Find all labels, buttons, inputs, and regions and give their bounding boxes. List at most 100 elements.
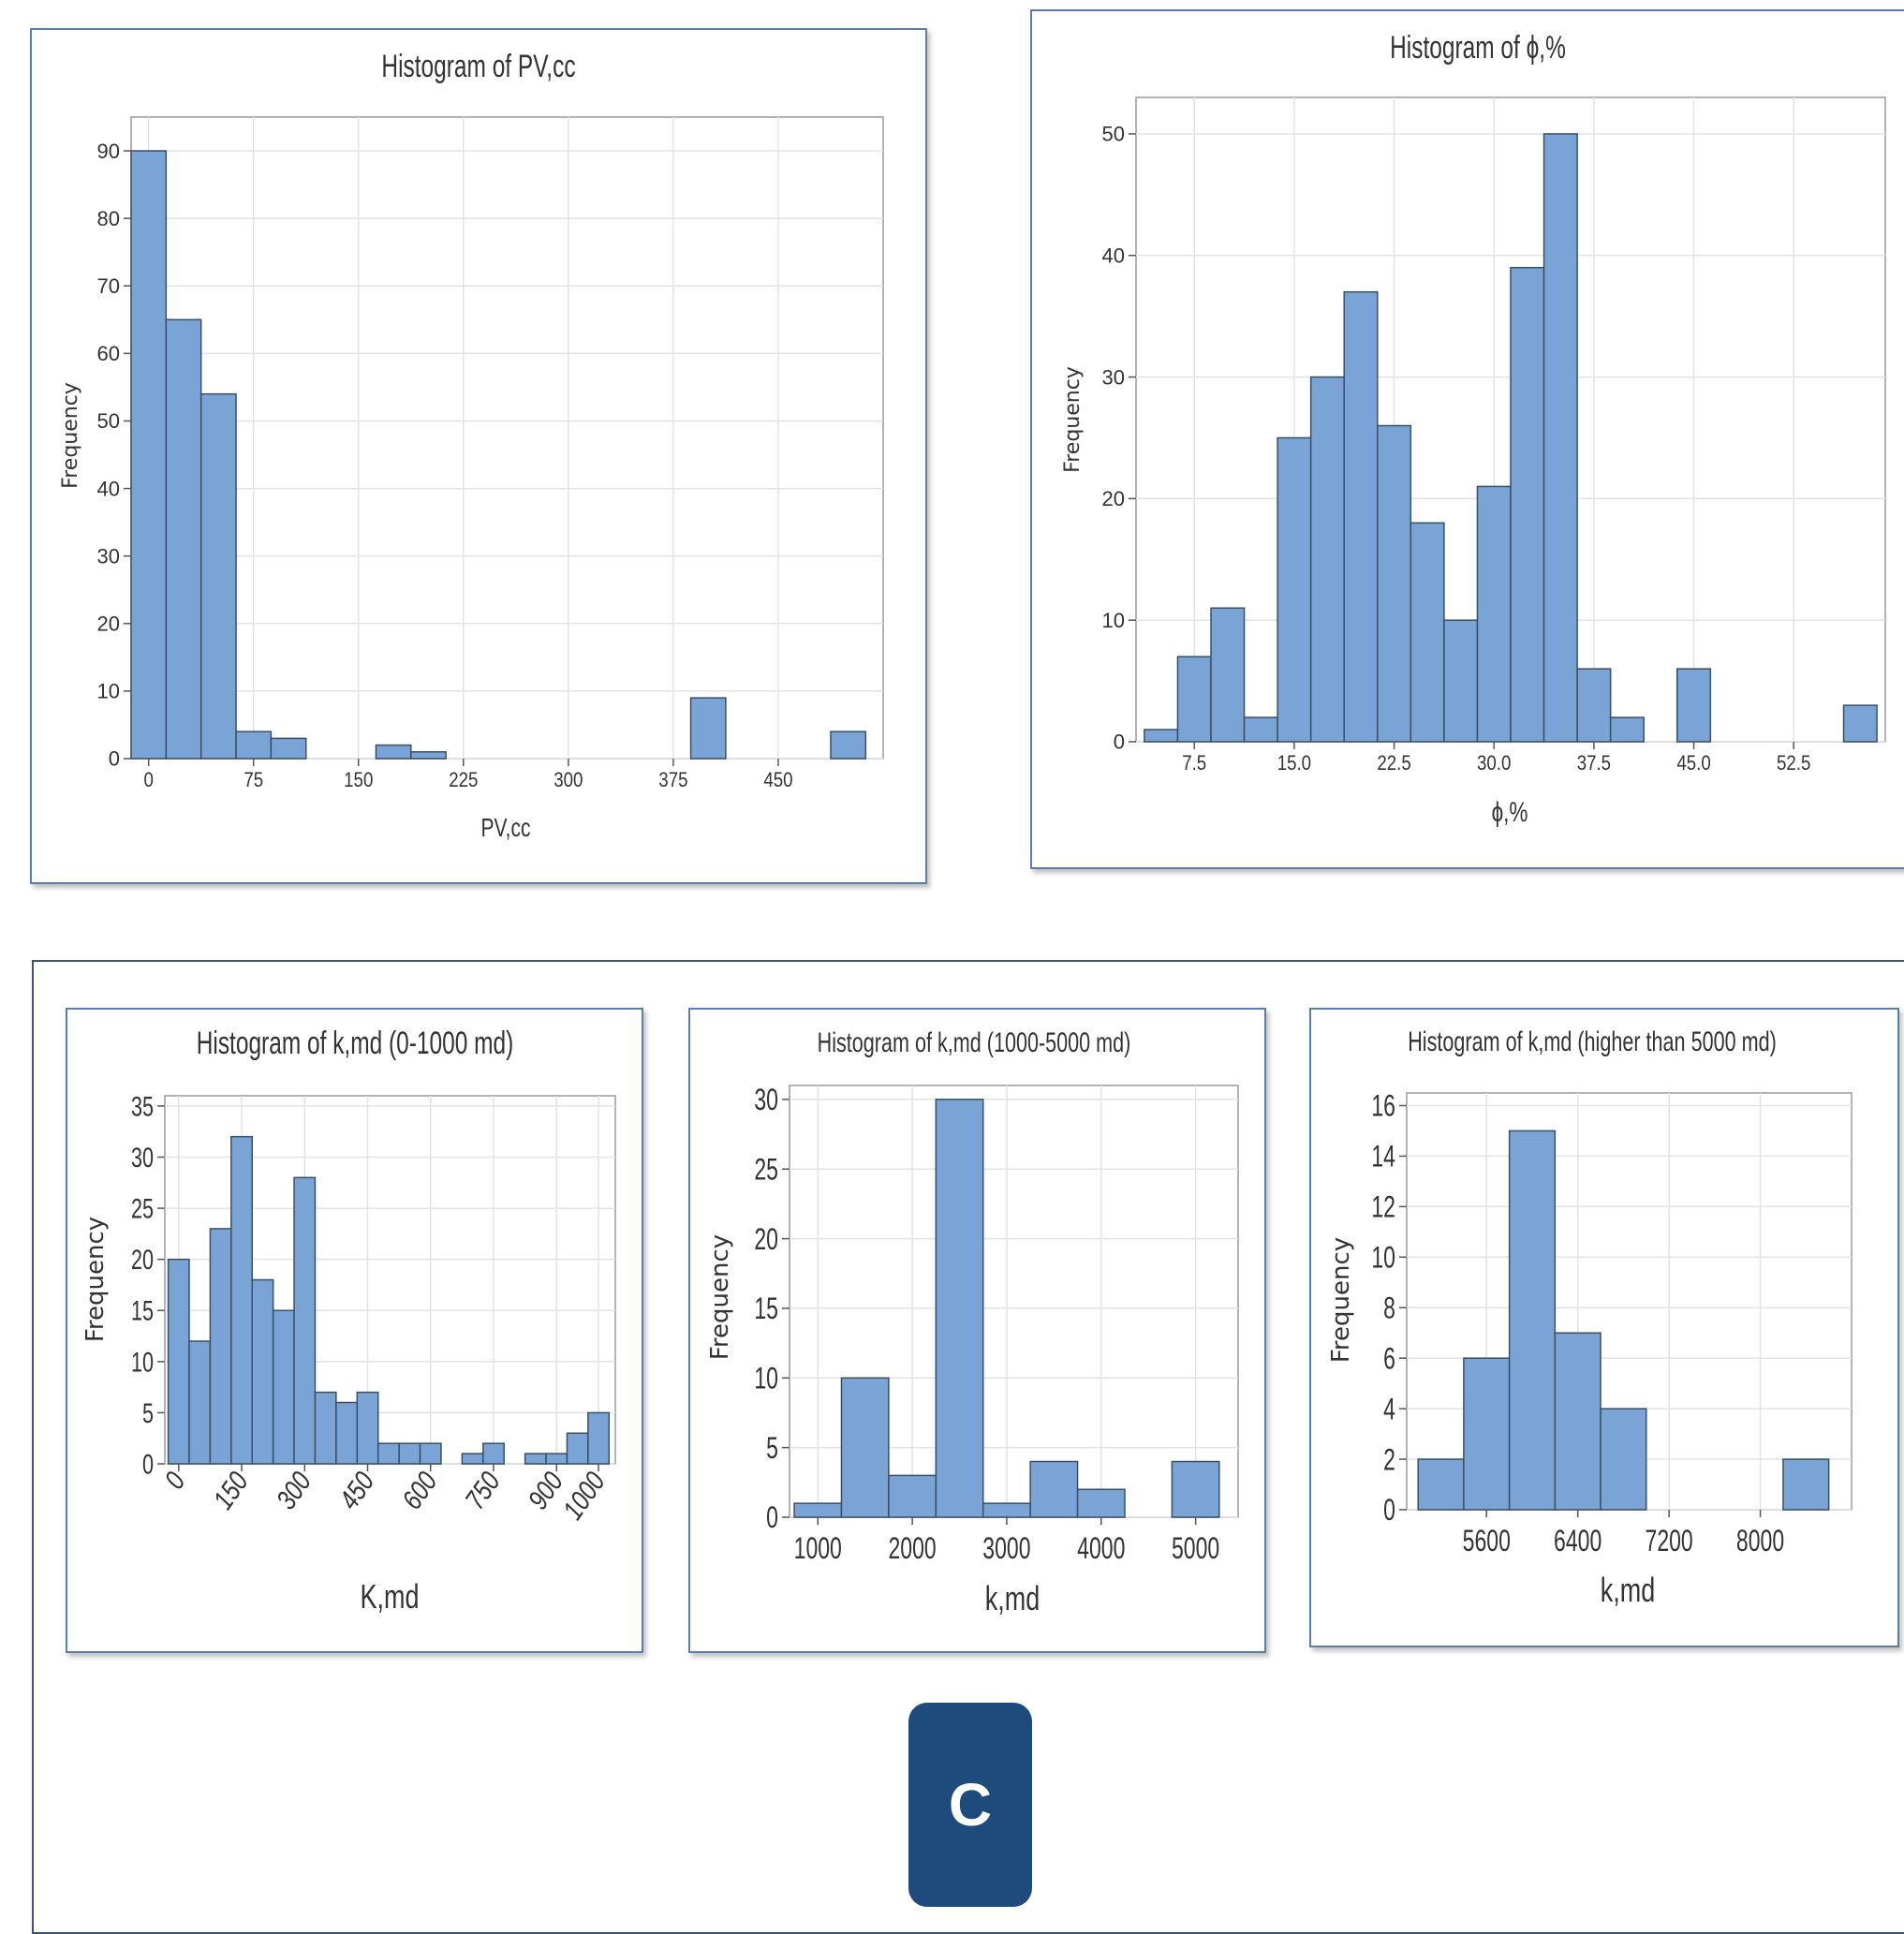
phi-bar xyxy=(1377,424,1412,743)
k1-y-axis-label: Frequency xyxy=(81,1217,110,1342)
pv-y-tick-label: 30 xyxy=(97,544,120,568)
k1-x-tick-label: 600 xyxy=(395,1466,443,1514)
pv-y-axis-label: Frequency xyxy=(59,382,82,489)
k1-x-tick-label: 1000 xyxy=(556,1466,612,1525)
phi-y-tick-label: 10 xyxy=(1102,609,1125,632)
pv-x-axis-label: PV,cc xyxy=(481,814,531,843)
k2-chart: 0 5 10 15 20 25 30 1000 2000 3000 4000 5000 Histogra… xyxy=(706,1026,1239,1617)
k3-bar xyxy=(1782,1458,1830,1511)
k1-bar xyxy=(230,1135,253,1465)
k2-bar xyxy=(1171,1460,1220,1518)
pv-plot-area xyxy=(130,116,884,760)
k2-y-tick-label: 20 xyxy=(754,1222,778,1256)
pv-bar xyxy=(375,744,412,760)
pv-bar xyxy=(165,318,202,760)
k1-bar xyxy=(314,1391,337,1465)
phi-x-tick-label: 52.5 xyxy=(1777,753,1810,775)
pv-y-tick-label: 80 xyxy=(97,207,120,230)
k1-bar xyxy=(545,1453,568,1465)
k1-x-tick-label: 450 xyxy=(332,1466,380,1514)
pv-bar xyxy=(235,731,273,760)
k3-y-tick-label: 8 xyxy=(1383,1292,1395,1325)
phi-bar xyxy=(1343,290,1379,743)
phi-y-tick-label: 40 xyxy=(1102,244,1125,267)
pv-bar xyxy=(270,737,307,760)
k1-y-tick-label: 20 xyxy=(131,1244,154,1276)
k3-chart: 0 2 4 6 8 10 12 14 16 5600 6400 7200 8000 Histogram o… xyxy=(1327,1025,1852,1609)
k2-chart-title: Histogram of k,md (1000-5000 md) xyxy=(818,1026,1131,1057)
k2-y-tick-label: 0 xyxy=(766,1501,778,1535)
k1-x-axis-label: K,md xyxy=(361,1577,420,1616)
k1-bar xyxy=(293,1176,317,1465)
k2-x-axis-label: k,md xyxy=(985,1579,1040,1617)
phi-x-tick-label: 15.0 xyxy=(1277,753,1311,775)
k3-y-tick-label: 0 xyxy=(1383,1494,1395,1528)
phi-bar xyxy=(1676,668,1712,743)
k3-x-tick-label: 7200 xyxy=(1646,1524,1693,1558)
k2-x-tick-label: 2000 xyxy=(888,1531,936,1565)
k1-y-tick-label: 10 xyxy=(131,1346,154,1378)
pv-x-tick-label: 450 xyxy=(763,770,792,792)
k1-bar xyxy=(566,1432,589,1465)
k1-x-tick-label: 750 xyxy=(458,1466,506,1514)
k3-y-tick-label: 6 xyxy=(1383,1342,1395,1376)
phi-bar xyxy=(1609,716,1645,743)
phi-bar xyxy=(1176,656,1212,743)
phi-bar xyxy=(1243,716,1278,743)
k3-y-tick-label: 12 xyxy=(1371,1190,1395,1224)
phi-x-tick-label: 30.0 xyxy=(1477,753,1511,775)
k3-bar xyxy=(1463,1357,1511,1511)
k1-bar xyxy=(376,1442,400,1465)
phi-chart-title: Histogram of ϕ,% xyxy=(1390,30,1566,66)
figure-part-badge: C xyxy=(908,1703,1032,1907)
k2-y-tick-label: 25 xyxy=(754,1153,778,1187)
pv-bar xyxy=(410,751,447,760)
k1-bar xyxy=(482,1442,505,1465)
pv-x-tick-label: 375 xyxy=(658,770,687,792)
k2-x-tick-label: 5000 xyxy=(1172,1531,1219,1565)
phi-x-tick-label: 37.5 xyxy=(1577,753,1611,775)
k2-bar xyxy=(1076,1488,1126,1518)
pv-bar xyxy=(199,392,237,760)
k1-bar xyxy=(251,1278,274,1465)
pv-y-tick-label: 10 xyxy=(97,680,120,703)
k1-x-tick-label: 0 xyxy=(158,1466,192,1495)
phi-bar xyxy=(1309,376,1345,743)
phi-bar xyxy=(1144,729,1179,743)
k3-y-tick-label: 4 xyxy=(1383,1393,1395,1426)
k3-y-tick-label: 16 xyxy=(1371,1089,1395,1123)
pv-y-tick-label: 0 xyxy=(109,747,120,771)
k1-bar xyxy=(335,1401,359,1465)
pv-bar xyxy=(689,697,727,760)
phi-y-tick-label: 30 xyxy=(1102,365,1125,389)
k2-x-tick-label: 1000 xyxy=(794,1531,842,1565)
k1-chart-title: Histogram of k,md (0-1000 md) xyxy=(197,1026,514,1061)
k1-bar xyxy=(524,1453,547,1465)
k3-y-axis-label: Frequency xyxy=(1327,1237,1355,1363)
phi-bar xyxy=(1542,133,1578,743)
pv-x-tick-label: 0 xyxy=(143,770,153,792)
phi-bar xyxy=(1443,619,1479,743)
phi-bar xyxy=(1510,266,1545,743)
k1-y-tick-label: 5 xyxy=(142,1396,154,1428)
phi-bar xyxy=(1842,704,1878,743)
k2-y-tick-label: 15 xyxy=(754,1292,778,1325)
pv-y-tick-label: 70 xyxy=(97,274,120,298)
k2-bar xyxy=(982,1502,1031,1518)
pv-y-tick-label: 20 xyxy=(97,612,120,635)
phi-x-axis-label: ϕ,% xyxy=(1492,796,1528,828)
figure-part-label: C xyxy=(948,1771,993,1838)
k3-y-tick-label: 10 xyxy=(1371,1241,1395,1275)
pv-bar xyxy=(130,150,168,760)
k3-bar xyxy=(1417,1458,1465,1511)
phi-bar xyxy=(1576,668,1612,743)
phi-x-tick-label: 45.0 xyxy=(1676,753,1710,775)
k3-x-tick-label: 6400 xyxy=(1554,1524,1601,1558)
phi-x-tick-label: 7.5 xyxy=(1182,753,1206,775)
pv-chart-title: Histogram of PV,cc xyxy=(381,49,575,84)
k1-bar xyxy=(188,1340,212,1465)
k3-x-tick-label: 8000 xyxy=(1736,1524,1784,1558)
k3-chart-title: Histogram of k,md (higher than 5000 md) xyxy=(1408,1025,1777,1056)
phi-y-tick-label: 0 xyxy=(1114,731,1125,754)
